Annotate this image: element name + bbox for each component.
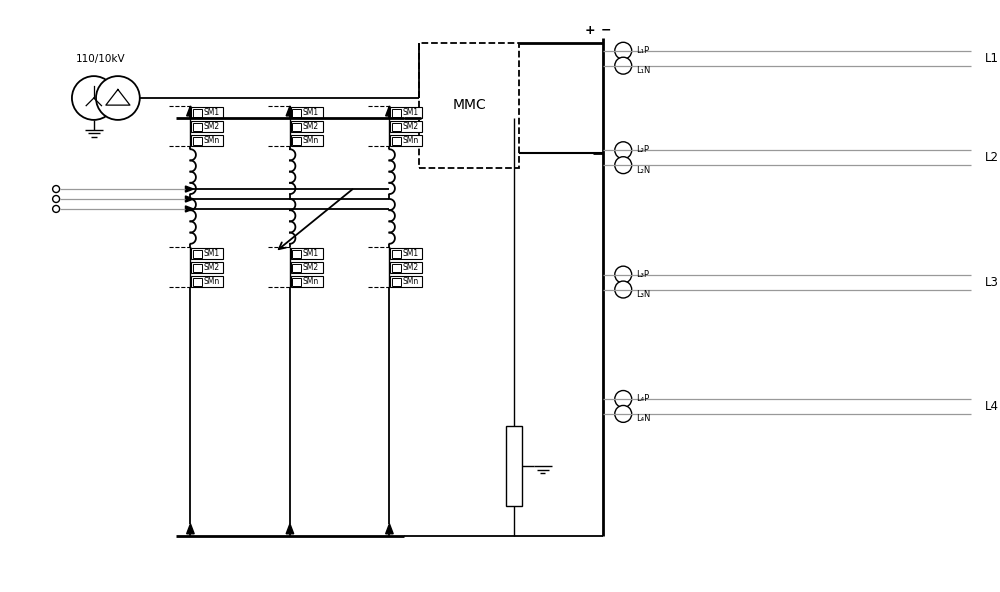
Circle shape — [615, 57, 632, 74]
Circle shape — [615, 141, 632, 159]
Text: L₃N: L₃N — [636, 290, 650, 299]
Text: L1: L1 — [984, 52, 998, 65]
Bar — [506, 426, 522, 506]
Circle shape — [96, 76, 140, 120]
Bar — [291, 121, 323, 133]
Text: L₂N: L₂N — [636, 166, 650, 175]
Bar — [390, 108, 422, 118]
Bar — [292, 264, 301, 272]
Bar — [392, 110, 401, 117]
Bar — [193, 264, 202, 272]
Polygon shape — [185, 196, 193, 202]
Text: SM2: SM2 — [303, 263, 319, 272]
Circle shape — [53, 195, 60, 202]
Text: L3: L3 — [984, 275, 998, 288]
Bar — [390, 121, 422, 133]
Circle shape — [615, 391, 632, 407]
Bar — [193, 110, 202, 117]
Text: SMn: SMn — [203, 136, 219, 145]
Text: L₁N: L₁N — [636, 66, 651, 75]
Bar — [392, 278, 401, 286]
Bar — [292, 250, 301, 258]
Text: −: − — [601, 24, 612, 37]
Text: L₂P: L₂P — [636, 145, 649, 155]
Bar — [191, 248, 223, 259]
Bar — [292, 123, 301, 131]
Bar — [390, 276, 422, 287]
Text: SMn: SMn — [303, 136, 319, 145]
Text: L2: L2 — [984, 151, 998, 164]
Polygon shape — [187, 524, 194, 534]
Text: L₄N: L₄N — [636, 414, 651, 423]
Bar — [191, 136, 223, 146]
Polygon shape — [187, 106, 194, 116]
Bar — [390, 262, 422, 273]
Polygon shape — [386, 106, 393, 116]
Text: SMn: SMn — [402, 277, 418, 286]
Text: SM1: SM1 — [203, 249, 219, 258]
Bar — [291, 136, 323, 146]
Text: SM1: SM1 — [402, 108, 418, 117]
Text: SM2: SM2 — [203, 263, 219, 272]
Text: SM2: SM2 — [303, 123, 319, 131]
Text: SMn: SMn — [402, 136, 418, 145]
Polygon shape — [185, 206, 193, 212]
Bar — [390, 136, 422, 146]
Bar — [292, 137, 301, 145]
Text: +: + — [585, 24, 596, 37]
Bar — [419, 43, 519, 168]
Bar — [390, 248, 422, 259]
Text: MMC: MMC — [452, 98, 486, 112]
Bar — [292, 278, 301, 286]
Text: SM1: SM1 — [203, 108, 219, 117]
Bar — [191, 262, 223, 273]
Text: SM1: SM1 — [402, 249, 418, 258]
Text: L₁P: L₁P — [636, 46, 649, 54]
Text: SMn: SMn — [203, 277, 219, 286]
Bar — [193, 250, 202, 258]
Bar — [191, 121, 223, 133]
Polygon shape — [286, 524, 294, 534]
Text: SM2: SM2 — [402, 123, 418, 131]
Bar — [191, 108, 223, 118]
Text: SM1: SM1 — [303, 249, 319, 258]
Bar — [392, 264, 401, 272]
Circle shape — [615, 406, 632, 422]
Polygon shape — [286, 106, 294, 116]
Circle shape — [615, 42, 632, 59]
Text: L4: L4 — [984, 400, 998, 413]
Bar — [392, 250, 401, 258]
Polygon shape — [386, 524, 393, 534]
Circle shape — [615, 157, 632, 173]
Bar — [193, 278, 202, 286]
Bar — [193, 123, 202, 131]
Circle shape — [72, 76, 116, 120]
Text: L₄P: L₄P — [636, 394, 649, 403]
Circle shape — [53, 185, 60, 192]
Bar — [291, 248, 323, 259]
Bar — [392, 123, 401, 131]
Text: SMn: SMn — [303, 277, 319, 286]
Bar — [291, 262, 323, 273]
Circle shape — [615, 266, 632, 283]
Circle shape — [615, 281, 632, 298]
Text: SM1: SM1 — [303, 108, 319, 117]
Bar — [193, 137, 202, 145]
Polygon shape — [185, 186, 193, 192]
Text: L₃P: L₃P — [636, 269, 649, 279]
Circle shape — [53, 205, 60, 213]
Bar — [292, 110, 301, 117]
Text: SM2: SM2 — [203, 123, 219, 131]
Bar — [392, 137, 401, 145]
Bar — [291, 108, 323, 118]
Text: 110/10kV: 110/10kV — [76, 54, 126, 64]
Bar — [191, 276, 223, 287]
Bar — [291, 276, 323, 287]
Text: SM2: SM2 — [402, 263, 418, 272]
